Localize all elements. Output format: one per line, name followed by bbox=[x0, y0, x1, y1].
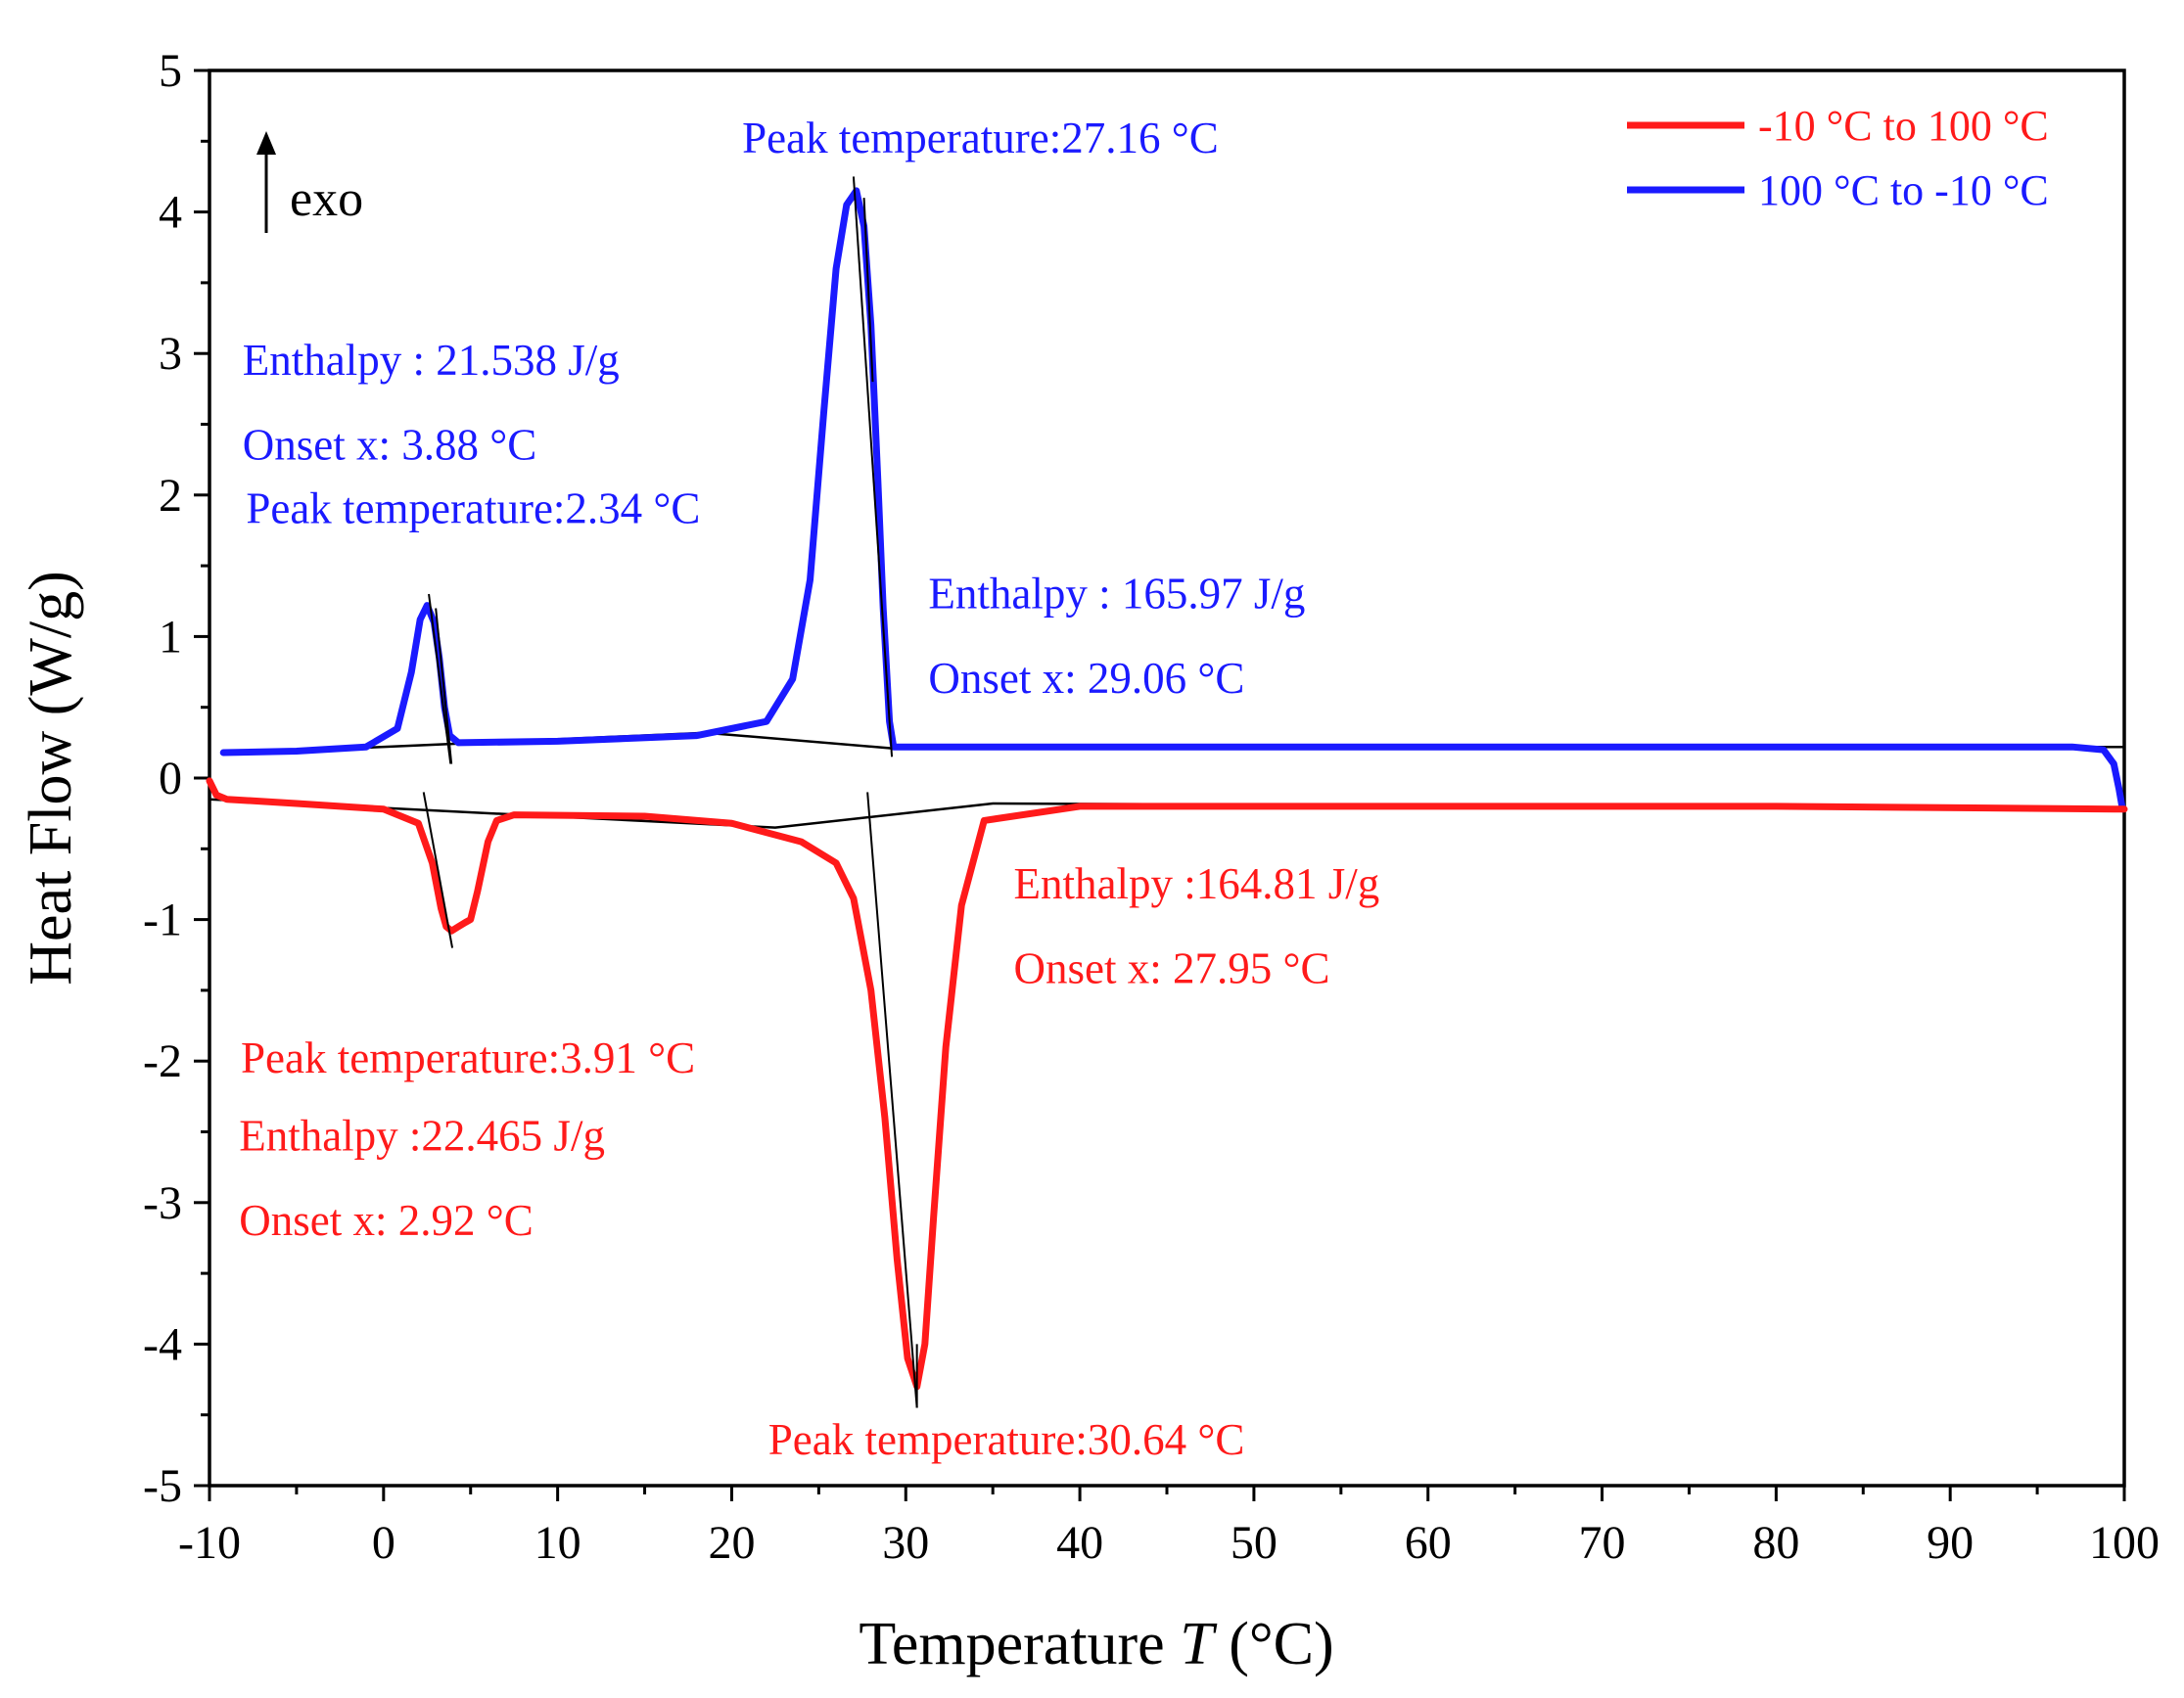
y-axis-title: Heat Flow (W/g) bbox=[18, 571, 84, 986]
y-tick-label: -2 bbox=[143, 1035, 182, 1087]
x-tick-label: 60 bbox=[1405, 1517, 1452, 1569]
x-axis-title-unit: (°C) bbox=[1214, 1611, 1334, 1677]
y-tick-labels: -5 -4 -3 -2 -1 0 1 2 3 4 5 bbox=[143, 45, 182, 1512]
annotations: Peak temperature:27.16 °C Enthalpy : 21.5… bbox=[239, 114, 1379, 1464]
y-tick-label: 5 bbox=[159, 45, 182, 97]
x-tick-label: 70 bbox=[1579, 1517, 1626, 1569]
y-tick-label: -4 bbox=[143, 1318, 182, 1370]
series-lines bbox=[206, 187, 2128, 1391]
annotation-label: Enthalpy : 165.97 J/g bbox=[928, 569, 1305, 618]
series-line bbox=[219, 187, 2126, 813]
x-tick-label: 50 bbox=[1231, 1517, 1278, 1569]
x-axis-title: Temperature T (°C) bbox=[859, 1611, 1333, 1677]
tangent-line bbox=[852, 176, 894, 757]
x-axis-title-symbol: T bbox=[1180, 1611, 1218, 1677]
tangent-lines bbox=[422, 176, 918, 1408]
annotation-label: Peak temperature:27.16 °C bbox=[742, 114, 1219, 162]
tangent-line bbox=[422, 792, 454, 948]
tangent-line bbox=[435, 608, 453, 764]
annotation-label: Enthalpy :164.81 J/g bbox=[1014, 859, 1380, 908]
x-tick-label: 0 bbox=[372, 1517, 395, 1569]
x-tick-label: 40 bbox=[1056, 1517, 1103, 1569]
y-tick-label: 2 bbox=[159, 470, 182, 522]
x-tick-labels: -10 0 10 20 30 40 50 60 70 80 90 100 bbox=[178, 1517, 2160, 1569]
legend: -10 °C to 100 °C 100 °C to -10 °C bbox=[1627, 102, 2049, 214]
y-tick-label: 1 bbox=[159, 611, 182, 663]
x-axis-title-main: Temperature bbox=[859, 1611, 1180, 1677]
annotation-label: Enthalpy : 21.538 J/g bbox=[243, 336, 620, 385]
exo-label: exo bbox=[290, 171, 363, 227]
y-tick-label: -3 bbox=[143, 1177, 182, 1229]
annotation-label: Onset x: 27.95 °C bbox=[1014, 944, 1330, 993]
axis-ticks bbox=[194, 69, 2126, 1501]
y-tick-label: 4 bbox=[159, 187, 182, 239]
y-tick-label: -5 bbox=[143, 1460, 182, 1512]
x-tick-label: 10 bbox=[534, 1517, 581, 1569]
y-tick-label: -1 bbox=[143, 895, 182, 946]
annotation-label: Onset x: 3.88 °C bbox=[243, 421, 537, 470]
annotation-label: Peak temperature:3.91 °C bbox=[241, 1033, 695, 1082]
exo-arrow-icon bbox=[256, 131, 276, 155]
x-tick-label: 30 bbox=[882, 1517, 929, 1569]
y-tick-label: 3 bbox=[159, 328, 182, 380]
y-tick-label: 0 bbox=[159, 753, 182, 804]
annotation-label: Onset x: 29.06 °C bbox=[928, 654, 1244, 703]
annotation-label: Peak temperature:30.64 °C bbox=[768, 1415, 1245, 1464]
series-line bbox=[206, 777, 2128, 1391]
tangent-line bbox=[428, 593, 452, 764]
x-tick-label: 80 bbox=[1752, 1517, 1799, 1569]
tangent-line bbox=[862, 198, 874, 383]
exo-indicator: exo bbox=[256, 131, 363, 233]
legend-label-cooling: 100 °C to -10 °C bbox=[1758, 166, 2049, 214]
annotation-label: Enthalpy :22.465 J/g bbox=[239, 1111, 605, 1160]
tangent-line bbox=[866, 792, 918, 1408]
x-tick-label: 100 bbox=[2089, 1517, 2160, 1569]
x-tick-label: 90 bbox=[1927, 1517, 1974, 1569]
x-tick-label: -10 bbox=[178, 1517, 241, 1569]
x-tick-label: 20 bbox=[708, 1517, 755, 1569]
annotation-label: Onset x: 2.92 °C bbox=[239, 1196, 534, 1245]
annotation-label: Peak temperature:2.34 °C bbox=[246, 484, 700, 533]
legend-label-heating: -10 °C to 100 °C bbox=[1758, 102, 2049, 150]
